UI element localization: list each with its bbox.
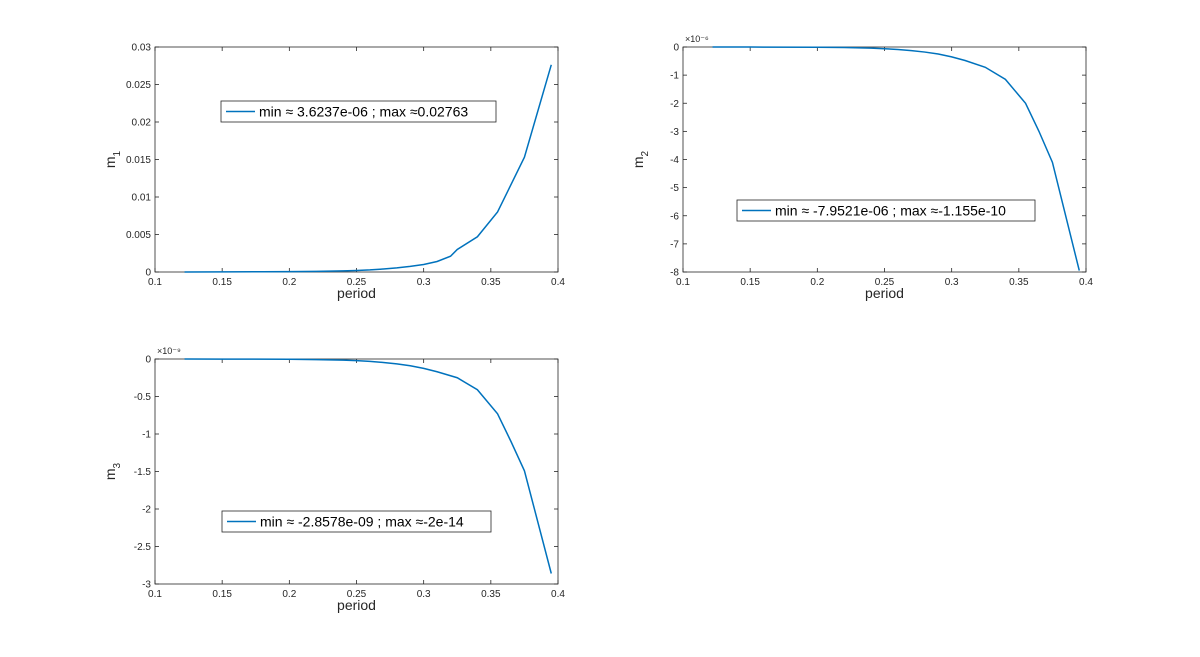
legend-label: min ≈ -2.8578e-09 ; max ≈-2e-14 <box>260 514 464 530</box>
x-tick-label: 0.3 <box>417 277 431 288</box>
y-exponent-label: ×10⁻⁶ <box>685 34 709 44</box>
y-axis-label: m1 <box>102 150 123 168</box>
legend-box <box>221 510 492 533</box>
x-tick-label: 0.15 <box>212 277 232 288</box>
y-tick-label: -5 <box>670 183 679 194</box>
y-tick-label: -7 <box>670 239 679 250</box>
x-tick-label: 0.3 <box>945 277 959 288</box>
x-tick-label: 0.1 <box>148 277 162 288</box>
y-axis-label: m3 <box>102 462 123 480</box>
series-line <box>184 64 553 273</box>
x-axis-label: period <box>337 597 376 613</box>
y-exponent-label: ×10⁻⁹ <box>157 346 181 356</box>
x-tick-label: 0.15 <box>212 589 232 600</box>
y-tick-label: 0.02 <box>132 118 152 129</box>
legend: min ≈ 3.6237e-06 ; max ≈0.02763 <box>220 100 497 123</box>
x-tick-label: 0.4 <box>551 589 565 600</box>
legend-label: min ≈ -7.9521e-06 ; max ≈-1.155e-10 <box>775 203 1006 219</box>
legend-label: min ≈ 3.6237e-06 ; max ≈0.02763 <box>259 104 468 120</box>
y-tick-label: -6 <box>670 211 679 222</box>
y-tick-label: 0.015 <box>126 155 151 166</box>
x-tick-label: 0.2 <box>810 277 824 288</box>
y-tick-label: 0 <box>673 43 679 54</box>
plot-area <box>154 358 559 585</box>
x-tick-label: 0.2 <box>282 589 296 600</box>
y-tick-label: -1 <box>142 430 151 441</box>
x-tick-label: 0.35 <box>1009 277 1029 288</box>
plot-area <box>682 46 1087 273</box>
y-tick-label: -2 <box>670 99 679 110</box>
y-tick-label: -1.5 <box>134 467 152 478</box>
y-tick-label: -8 <box>670 268 679 279</box>
x-tick-label: 0.3 <box>417 589 431 600</box>
y-tick-label: -3 <box>142 580 151 591</box>
y-tick-label: -1 <box>670 71 679 82</box>
legend-box <box>220 100 497 123</box>
y-tick-label: -3 <box>670 127 679 138</box>
x-tick-label: 0.1 <box>148 589 162 600</box>
x-tick-label: 0.25 <box>347 277 367 288</box>
y-tick-label: 0.01 <box>132 193 152 204</box>
y-tick-label: -4 <box>670 155 679 166</box>
legend-box <box>736 199 1036 222</box>
x-axis-label: period <box>865 285 904 301</box>
chart-panel-2: 0.1 0.15 0.2 0.25 0.3 0.35 0.4 -8 -7 -6 -5 -4 -3 -2 -1… <box>630 34 1093 301</box>
y-tick-label: -2 <box>142 505 151 516</box>
y-axis-label-main: m <box>102 156 118 168</box>
x-tick-label: 0.35 <box>481 277 501 288</box>
chart-panel-3: 0.1 0.15 0.2 0.25 0.3 0.35 0.4 -3 -2.5 -2 -1.5 -1 -0… <box>102 346 565 613</box>
y-axis-label-subscript: 3 <box>112 462 123 468</box>
chart-panel-1: 0.1 0.15 0.2 0.25 0.3 0.35 0.4 0 0.005 0.01 0.015 0… <box>102 43 565 302</box>
x-tick-label: 0.1 <box>676 277 690 288</box>
y-axis-label-main: m <box>102 468 118 480</box>
x-tick-label: 0.4 <box>1079 277 1093 288</box>
y-tick-label: 0 <box>145 355 151 366</box>
y-tick-label: 0.025 <box>126 80 151 91</box>
series-line <box>712 46 1081 271</box>
x-tick-label: 0.25 <box>347 589 367 600</box>
y-tick-label: 0.03 <box>132 43 152 54</box>
x-axis-label: period <box>337 285 376 301</box>
y-tick-label: 0 <box>145 268 151 279</box>
plot-area <box>154 46 559 273</box>
y-axis-label: m2 <box>630 150 651 168</box>
legend: min ≈ -7.9521e-06 ; max ≈-1.155e-10 <box>736 199 1036 222</box>
x-tick-label: 0.2 <box>282 277 296 288</box>
x-tick-label: 0.4 <box>551 277 565 288</box>
series-line <box>184 358 553 574</box>
y-axis-label-main: m <box>630 156 646 168</box>
y-tick-label: -2.5 <box>134 542 152 553</box>
x-tick-label: 0.35 <box>481 589 501 600</box>
y-axis-label-subscript: 2 <box>640 150 651 156</box>
x-tick-label: 0.15 <box>740 277 760 288</box>
x-tick-label: 0.25 <box>875 277 895 288</box>
legend: min ≈ -2.8578e-09 ; max ≈-2e-14 <box>221 510 492 533</box>
y-tick-label: 0.005 <box>126 230 151 241</box>
y-tick-label: -0.5 <box>134 392 152 403</box>
y-axis-label-subscript: 1 <box>112 150 123 156</box>
